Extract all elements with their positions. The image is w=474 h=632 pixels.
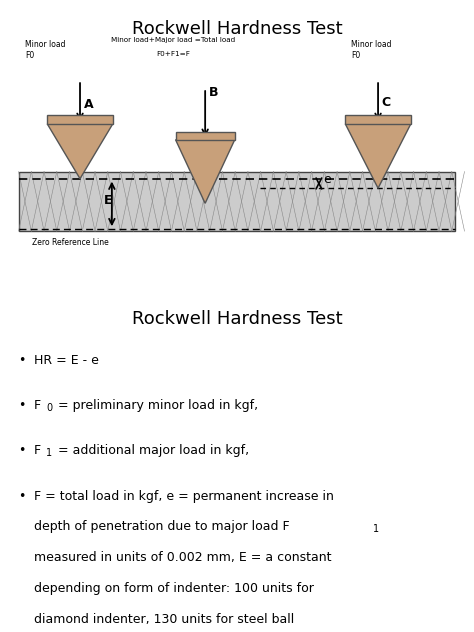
Text: depth of penetration due to major load F: depth of penetration due to major load F [34, 521, 290, 533]
Text: F: F [34, 444, 41, 458]
Text: •: • [18, 490, 26, 502]
Text: E: E [104, 194, 112, 207]
Text: F = total load in kgf, e = permanent increase in: F = total load in kgf, e = permanent inc… [34, 490, 334, 502]
Text: Minor load+Major load =Total load: Minor load+Major load =Total load [111, 37, 236, 44]
Text: = preliminary minor load in kgf,: = preliminary minor load in kgf, [54, 399, 258, 412]
Text: A: A [83, 98, 93, 111]
Text: 1: 1 [373, 525, 379, 535]
Text: F0+F1=F: F0+F1=F [156, 51, 190, 58]
Text: C: C [382, 96, 391, 109]
Polygon shape [175, 140, 235, 204]
Text: Rockwell Hardness Test: Rockwell Hardness Test [132, 310, 342, 328]
Text: F: F [34, 399, 41, 412]
Text: Zero Reference Line: Zero Reference Line [32, 238, 109, 247]
Text: measured in units of 0.002 mm, E = a constant: measured in units of 0.002 mm, E = a con… [34, 551, 332, 564]
Text: e: e [323, 173, 331, 186]
Text: depending on form of indenter: 100 units for: depending on form of indenter: 100 units… [34, 582, 314, 595]
Polygon shape [47, 124, 113, 179]
Text: •: • [18, 444, 26, 458]
Text: 0: 0 [46, 403, 52, 413]
Text: diamond indenter, 130 units for steel ball: diamond indenter, 130 units for steel ba… [34, 613, 294, 626]
Bar [175, 132, 235, 140]
Bar [18, 171, 456, 231]
Bar [47, 115, 113, 124]
Text: B: B [209, 86, 219, 99]
Text: HR = E - e: HR = E - e [34, 354, 99, 367]
Bar [345, 115, 411, 124]
Polygon shape [345, 124, 411, 188]
Text: •: • [18, 354, 26, 367]
Text: Minor load
F0: Minor load F0 [26, 40, 66, 61]
Text: 1: 1 [46, 449, 52, 458]
Text: Minor load
F0: Minor load F0 [351, 40, 391, 61]
Text: •: • [18, 399, 26, 412]
Text: = additional major load in kgf,: = additional major load in kgf, [54, 444, 249, 458]
Text: Rockwell Hardness Test: Rockwell Hardness Test [132, 20, 342, 37]
